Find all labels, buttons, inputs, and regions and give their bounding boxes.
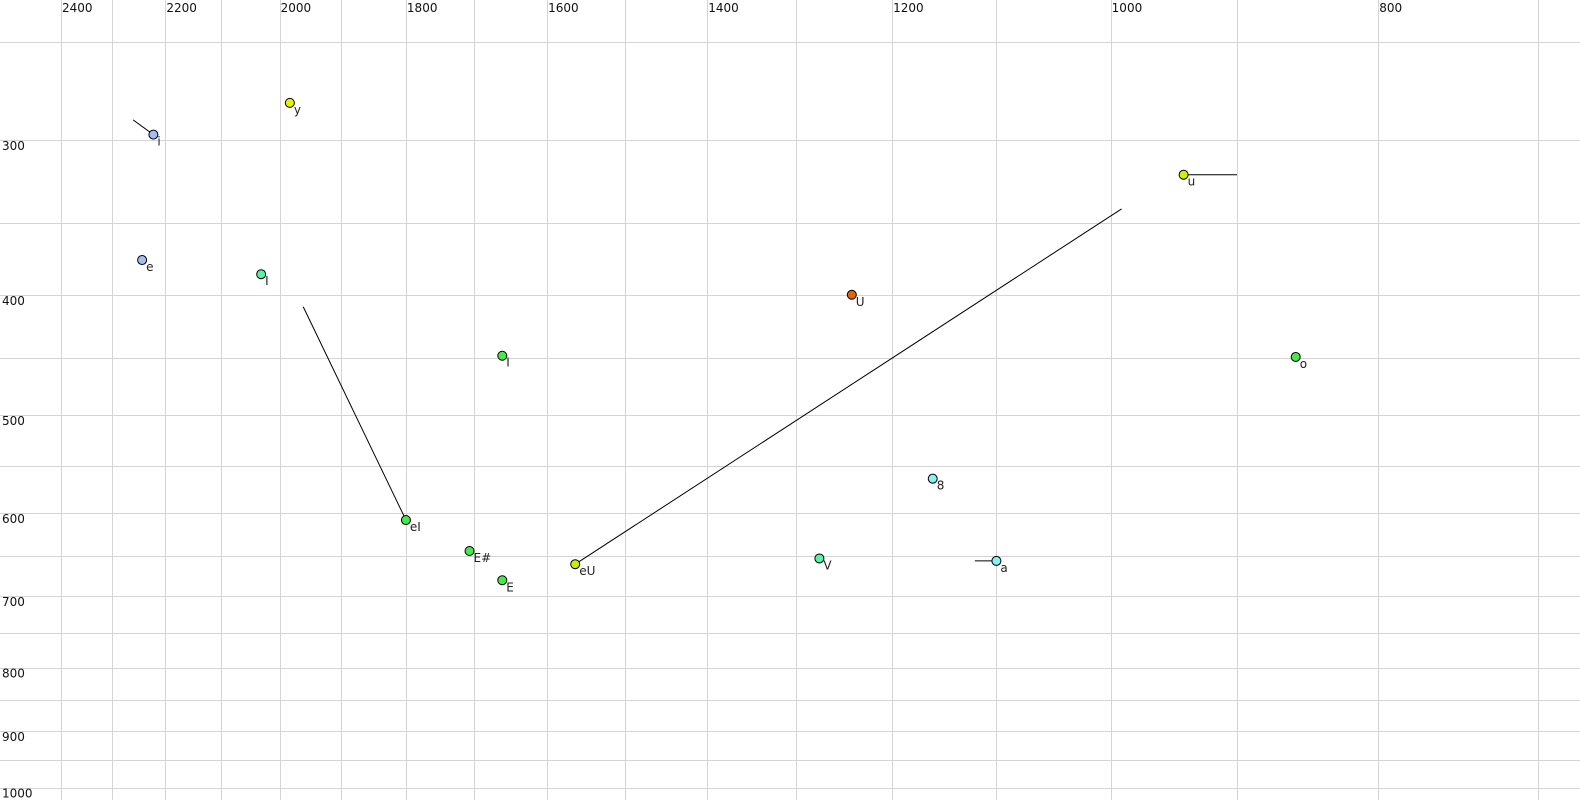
data-point bbox=[497, 575, 508, 586]
x-tick-label: 800 bbox=[1379, 1, 1402, 15]
trajectory-line bbox=[302, 306, 407, 521]
data-point bbox=[137, 255, 148, 266]
trajectory-line bbox=[574, 208, 1122, 565]
x-tick-label: 1200 bbox=[893, 1, 924, 15]
data-point bbox=[497, 350, 508, 361]
y-tick-label: 1000 bbox=[2, 787, 33, 800]
x-tick-label: 2200 bbox=[166, 1, 197, 15]
y-tick-label: 800 bbox=[2, 667, 25, 681]
data-point bbox=[400, 515, 411, 526]
point-label: 8 bbox=[937, 479, 945, 493]
y-tick-label: 700 bbox=[2, 595, 25, 609]
y-gridlines bbox=[0, 42, 1580, 789]
y-tick-label: 900 bbox=[2, 730, 25, 744]
point-label: E# bbox=[474, 551, 492, 565]
data-point bbox=[927, 473, 938, 484]
point-label: eI bbox=[410, 520, 421, 534]
point-label: u bbox=[1188, 175, 1196, 189]
point-label: E bbox=[506, 580, 514, 594]
x-tick-label: 2000 bbox=[281, 1, 312, 15]
y-tick-label: 600 bbox=[2, 512, 25, 526]
point-label: I bbox=[506, 356, 510, 370]
x-tick-label: 1000 bbox=[1112, 1, 1143, 15]
data-point bbox=[570, 559, 581, 570]
data-point bbox=[846, 289, 857, 300]
y-tick-labels: 300 400 500 600 700 800 900 1000 bbox=[2, 139, 33, 800]
y-tick-label: 500 bbox=[2, 414, 25, 428]
point-label: I bbox=[265, 274, 269, 288]
y-tick-label: 400 bbox=[2, 294, 25, 308]
x-tick-labels: 2400 2200 2000 1800 1600 1400 1200 1000 800 bbox=[62, 1, 1402, 15]
data-point bbox=[1290, 351, 1301, 362]
y-tick-label: 300 bbox=[2, 139, 25, 153]
point-label: e bbox=[146, 260, 153, 274]
data-point bbox=[464, 545, 475, 556]
trajectories bbox=[132, 119, 1238, 565]
data-point bbox=[814, 553, 825, 564]
data-point bbox=[256, 269, 267, 280]
data-point bbox=[148, 129, 159, 140]
point-label: o bbox=[1300, 357, 1307, 371]
point-label: a bbox=[1000, 561, 1007, 575]
point-label: V bbox=[823, 558, 832, 572]
x-tick-label: 1400 bbox=[708, 1, 739, 15]
x-gridlines bbox=[61, 0, 1539, 800]
x-tick-label: 1800 bbox=[407, 1, 438, 15]
data-point bbox=[991, 555, 1002, 566]
x-tick-label: 2400 bbox=[62, 1, 93, 15]
data-point bbox=[1178, 169, 1189, 180]
point-label: eU bbox=[579, 564, 595, 578]
point-label: i bbox=[157, 135, 160, 149]
x-tick-label: 1600 bbox=[548, 1, 579, 15]
data-point bbox=[284, 97, 295, 108]
point-label: U bbox=[856, 295, 865, 309]
point-label: y bbox=[294, 103, 301, 117]
